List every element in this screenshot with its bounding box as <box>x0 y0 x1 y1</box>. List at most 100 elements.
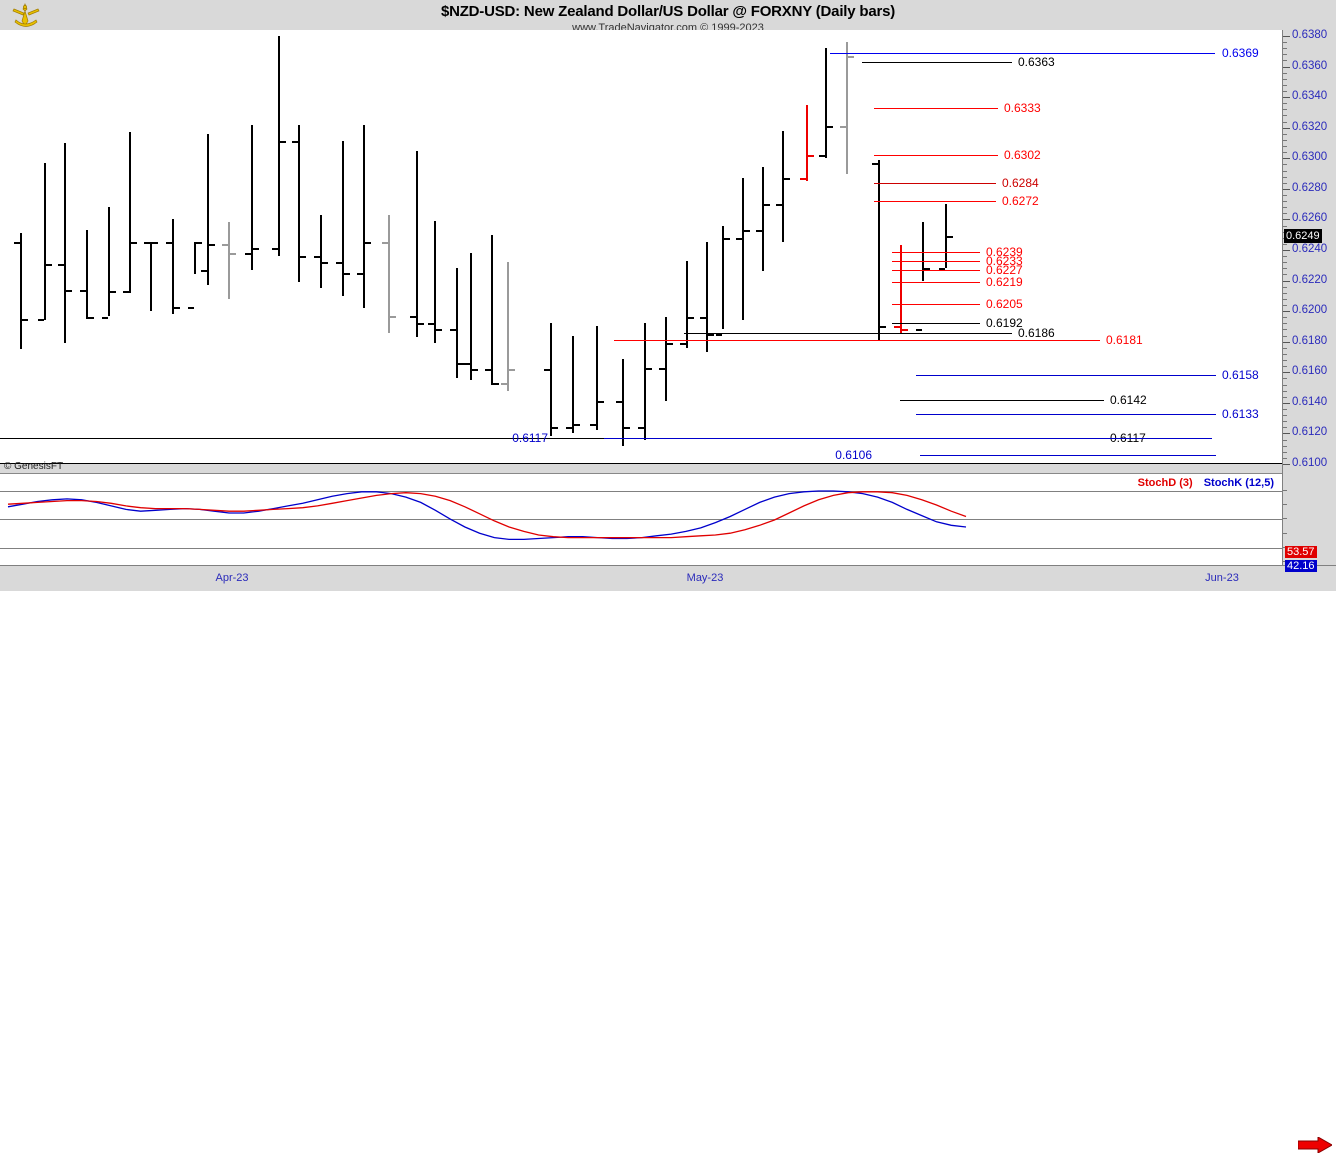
ohlc-open-tick <box>272 248 278 251</box>
ohlc-open-tick <box>357 272 363 275</box>
ohlc-close-tick <box>322 262 328 265</box>
ohlc-open-tick <box>38 318 44 321</box>
price-axis-tick <box>1283 433 1290 435</box>
price-level-line[interactable] <box>862 61 1012 63</box>
price-level-line[interactable] <box>916 375 1216 377</box>
time-axis-label: Jun-23 <box>1205 572 1239 584</box>
price-axis-minor-tick <box>1283 164 1287 166</box>
price-level-line[interactable] <box>892 269 980 271</box>
price-level-label: 0.6181 <box>1106 333 1143 348</box>
price-level-line[interactable] <box>830 52 1215 54</box>
price-axis-minor-tick <box>1283 48 1287 50</box>
price-level-line[interactable] <box>874 201 996 203</box>
ohlc-open-tick <box>756 230 762 233</box>
ohlc-close-tick <box>493 382 499 385</box>
ohlc-close-tick <box>598 401 604 404</box>
price-axis-label: 0.6200 <box>1292 304 1328 317</box>
price-level-label: 0.6239 <box>986 244 1023 259</box>
price-level-line[interactable] <box>604 438 1212 439</box>
price-level-line[interactable] <box>920 454 1216 456</box>
price-level-line[interactable] <box>892 260 980 262</box>
price-level-line[interactable] <box>892 323 980 325</box>
price-axis-minor-tick <box>1283 268 1287 270</box>
price-level-line[interactable] <box>892 282 980 284</box>
price-level-line[interactable] <box>916 413 1216 415</box>
stoch-d-legend-label: StochD (3) <box>1137 477 1193 489</box>
ohlc-open-tick <box>716 334 722 337</box>
price-level-line[interactable] <box>684 332 1012 334</box>
indicator-axis-tick <box>1283 533 1287 534</box>
ohlc-open-tick <box>188 306 194 309</box>
indicator-axis-tick <box>1283 490 1287 491</box>
ohlc-close-tick <box>209 243 215 246</box>
price-level-line[interactable] <box>874 155 998 157</box>
ohlc-bar <box>207 133 209 286</box>
ohlc-close-tick <box>724 237 730 240</box>
price-level-line[interactable] <box>892 251 980 253</box>
price-axis-tick <box>1283 97 1290 99</box>
price-axis-label: 0.6320 <box>1292 120 1328 133</box>
ohlc-bar <box>644 323 646 440</box>
ohlc-bar <box>388 214 390 333</box>
ohlc-open-tick <box>222 243 228 246</box>
price-axis-minor-tick <box>1283 292 1287 294</box>
stoch-k-value-tag: 42.16 <box>1285 560 1317 572</box>
ohlc-bar <box>806 104 808 182</box>
price-level-line[interactable] <box>900 399 1104 401</box>
ohlc-close-tick <box>174 306 180 309</box>
price-axis-label: 0.6260 <box>1292 212 1328 225</box>
ohlc-close-tick <box>458 363 464 366</box>
price-chart-pane[interactable]: 0.6369 0.6363 0.6333 0.6302 0.6284 0.6272 0.62… <box>0 30 1282 477</box>
ohlc-close-tick <box>688 317 694 320</box>
ohlc-close-tick <box>624 427 630 430</box>
price-axis-minor-tick <box>1283 347 1287 349</box>
stochastic-lines <box>7 490 967 541</box>
ohlc-close-tick <box>947 236 953 239</box>
time-axis-label: Apr-23 <box>215 572 249 584</box>
ohlc-open-tick <box>123 291 129 294</box>
price-axis-label: 0.6220 <box>1292 273 1328 286</box>
price-axis-tick <box>1283 341 1290 343</box>
stochastic-indicator-pane[interactable]: StochD (3) StochK (12,5) <box>0 473 1282 565</box>
price-level-line[interactable] <box>0 438 1104 439</box>
ohlc-bar <box>150 242 152 312</box>
price-axis-minor-tick <box>1283 427 1287 429</box>
price-axis[interactable]: 0.6380 0.6360 0.6340 0.6320 0.6300 0.6280 0.62… <box>1282 29 1336 572</box>
ohlc-close-tick <box>196 242 202 245</box>
ohlc-bar <box>507 262 509 391</box>
price-axis-minor-tick <box>1283 286 1287 288</box>
price-level-label: 0.6272 <box>1002 194 1039 209</box>
ohlc-open-tick <box>616 401 622 404</box>
scroll-forward-arrow-icon[interactable] <box>1298 1137 1332 1153</box>
price-level-line[interactable] <box>874 107 998 109</box>
genesis-watermark: © GenesisFT <box>4 461 64 472</box>
ohlc-open-tick <box>501 382 507 385</box>
price-level-line[interactable] <box>874 182 996 184</box>
ohlc-close-tick <box>848 55 854 58</box>
price-axis-minor-tick <box>1283 42 1287 44</box>
price-level-label: 0.6302 <box>1004 148 1041 163</box>
ohlc-close-tick <box>88 317 94 320</box>
price-axis-minor-tick <box>1283 146 1287 148</box>
price-level-line[interactable] <box>614 340 1100 342</box>
price-axis-minor-tick <box>1283 213 1287 215</box>
ohlc-close-tick <box>46 263 52 266</box>
ohlc-close-tick <box>880 326 886 329</box>
stoch-k-line <box>7 490 967 541</box>
price-axis-tick <box>1283 66 1290 68</box>
price-level-label: 0.6117 <box>512 431 548 445</box>
price-axis-minor-tick <box>1283 384 1287 386</box>
price-axis-minor-tick <box>1283 109 1287 111</box>
price-axis-label: 0.6120 <box>1292 426 1328 439</box>
time-axis[interactable]: Apr-23 May-23 Jun-23 <box>0 565 1336 1153</box>
ohlc-open-tick <box>144 242 150 245</box>
ohlc-close-tick <box>667 343 673 346</box>
price-axis-minor-tick <box>1283 445 1287 447</box>
price-axis-tick <box>1283 311 1290 313</box>
price-axis-label: 0.6180 <box>1292 334 1328 347</box>
price-axis-minor-tick <box>1283 457 1287 459</box>
price-level-line[interactable] <box>892 303 980 305</box>
price-axis-minor-tick <box>1283 194 1287 196</box>
ohlc-bar <box>686 260 688 348</box>
price-axis-minor-tick <box>1283 121 1287 123</box>
